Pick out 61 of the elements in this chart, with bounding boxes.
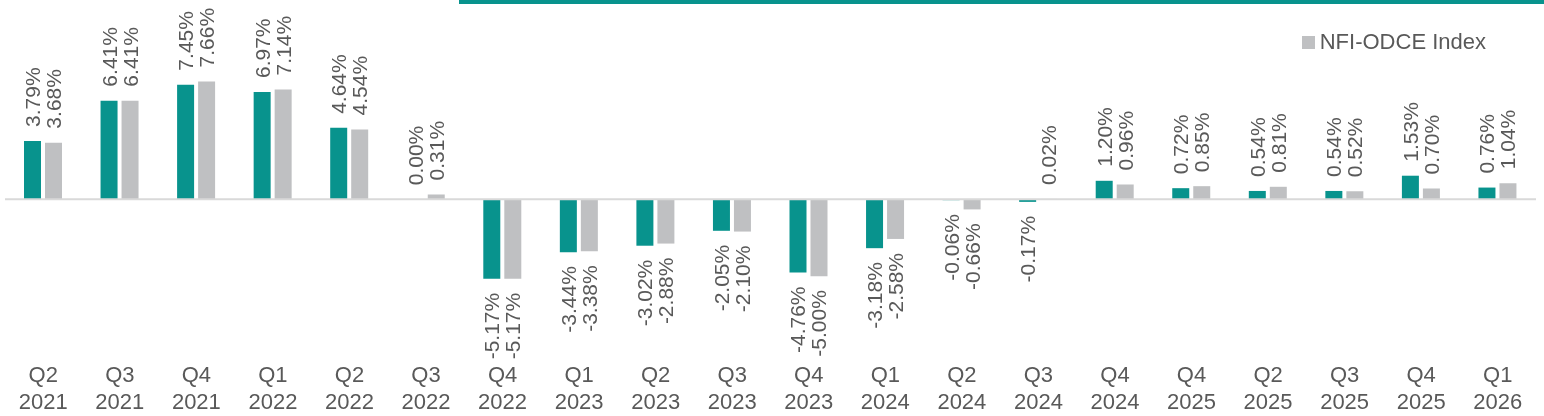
data-label: 3.68% xyxy=(42,69,65,129)
data-label: -0.17% xyxy=(1016,215,1040,283)
x-tick-label: Q2 2022 xyxy=(325,362,374,414)
data-label: -2.58% xyxy=(884,252,908,320)
data-label: 0.85% xyxy=(1190,112,1214,173)
data-label: 0.54% xyxy=(1322,117,1346,177)
data-label: 7.14% xyxy=(271,15,295,76)
data-label: 0.52% xyxy=(1343,117,1367,178)
data-label: 6.41% xyxy=(118,27,142,87)
x-tick-label: Q2 2024 xyxy=(937,362,987,414)
x-tick-label: Q4 2024 xyxy=(1090,362,1140,414)
data-label: -2.10% xyxy=(730,245,754,313)
data-label: -3.18% xyxy=(863,262,887,329)
data-label: -3.38% xyxy=(577,265,601,332)
x-tick-label: Q3 2025 xyxy=(1320,362,1370,414)
x-tick-label: Q1 2026 xyxy=(1473,362,1523,414)
x-tick-label: Q4 2025 xyxy=(1167,362,1216,414)
data-label: -5.17% xyxy=(501,292,525,360)
data-label: 7.66% xyxy=(195,7,219,68)
data-label: 1.53% xyxy=(1398,102,1422,162)
x-tick-label: Q3 2023 xyxy=(707,362,757,414)
data-label: 7.45% xyxy=(174,11,198,71)
data-label: 0.02% xyxy=(1037,125,1061,185)
data-label: 0.70% xyxy=(1419,114,1443,175)
data-label: 0.76% xyxy=(1475,114,1499,174)
data-label: 0.96% xyxy=(1113,110,1137,171)
data-label: 0.00% xyxy=(403,125,427,186)
x-tick-label: Q1 2023 xyxy=(554,362,604,414)
x-tick-label: Q2 2025 xyxy=(1243,362,1293,414)
x-tick-label: Q2 2021 xyxy=(18,362,68,414)
x-tick-label: Q3 2022 xyxy=(401,362,451,414)
data-label: 1.04% xyxy=(1496,109,1520,170)
x-tick-label: Q4 2022 xyxy=(478,362,528,414)
data-label: -5.17% xyxy=(480,292,504,360)
data-label: -5.00% xyxy=(807,290,831,357)
data-label: 6.97% xyxy=(250,18,274,79)
x-tick-label: Q1 2022 xyxy=(248,362,298,414)
data-label: -4.76% xyxy=(786,286,810,354)
data-label: 4.54% xyxy=(348,55,372,116)
data-label: 0.72% xyxy=(1169,114,1193,175)
data-label: 0.54% xyxy=(1245,117,1269,177)
data-label: -2.05% xyxy=(709,244,733,312)
data-label: -0.06% xyxy=(939,214,963,281)
x-tick-label: Q4 2023 xyxy=(784,362,834,414)
data-label: -2.88% xyxy=(654,257,678,325)
data-label: -3.44% xyxy=(556,266,580,333)
data-label: 1.20% xyxy=(1092,107,1116,167)
legend-label: NFI-ODCE Index xyxy=(1319,29,1486,54)
data-label: 3.79% xyxy=(21,67,44,127)
x-tick-label: Q4 2021 xyxy=(171,362,221,414)
data-label: 0.31% xyxy=(424,120,448,181)
x-tick-label: Q1 2024 xyxy=(860,362,910,414)
data-label: -3.02% xyxy=(633,259,657,327)
x-tick-label: Q3 2024 xyxy=(1013,362,1063,414)
data-label: 4.64% xyxy=(327,54,351,114)
x-tick-label: Q2 2023 xyxy=(631,362,681,414)
data-label: 6.41% xyxy=(97,27,121,87)
data-label: 0.81% xyxy=(1266,113,1290,173)
x-tick-label: Q3 2021 xyxy=(95,362,145,414)
data-label: -0.66% xyxy=(960,223,984,290)
x-tick-label: Q4 2025 xyxy=(1396,362,1446,414)
